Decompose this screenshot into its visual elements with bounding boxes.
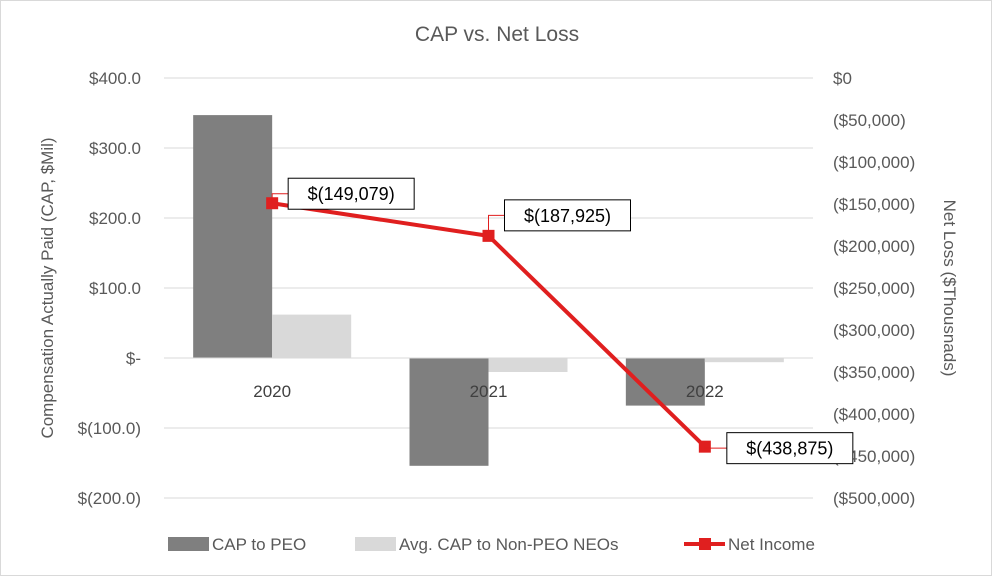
- right-axis-title: Net Loss ($Thousnads): [940, 200, 959, 377]
- right-tick-label: ($200,000): [833, 237, 915, 256]
- right-tick-label: ($250,000): [833, 279, 915, 298]
- left-tick-label: $300.0: [89, 139, 141, 158]
- right-tick-label: $0: [833, 69, 852, 88]
- category-label: 2020: [253, 382, 291, 401]
- bar-cap-to-peo-2020: [193, 115, 273, 358]
- category-labels: 2020 2021 2022: [253, 382, 723, 401]
- legend: CAP to PEO Avg. CAP to Non-PEO NEOs Net In…: [168, 535, 815, 554]
- left-tick-label: $(200.0): [78, 489, 141, 508]
- data-label: $(149,079): [308, 184, 395, 204]
- data-labels-group: $(149,079) $(187,925) $(438,875): [271, 177, 854, 465]
- right-tick-label: ($100,000): [833, 153, 915, 172]
- data-label-box: [726, 432, 854, 465]
- legend-swatch: [168, 537, 209, 551]
- right-tick-label: ($500,000): [833, 489, 915, 508]
- right-tick-label: ($150,000): [833, 195, 915, 214]
- right-axis-ticks: $0 ($50,000) ($100,000) ($150,000) ($200,000…: [833, 69, 915, 508]
- legend-label: Net Income: [728, 535, 815, 554]
- right-tick-label: ($50,000): [833, 111, 906, 130]
- bar-avg-cap-to-non-peo-neos-2022: [704, 358, 784, 363]
- category-label: 2021: [470, 382, 508, 401]
- legend-swatch: [355, 537, 396, 551]
- right-tick-label: ($350,000): [833, 363, 915, 382]
- bar-cap-to-peo-2021: [409, 358, 489, 466]
- data-label: $(438,875): [746, 439, 833, 459]
- legend-label: CAP to PEO: [212, 535, 306, 554]
- bar-avg-cap-to-non-peo-neos-2021: [488, 358, 568, 372]
- left-axis-ticks: $400.0 $300.0 $200.0 $100.0 $- $(100.0) $(200.…: [78, 69, 141, 508]
- left-tick-label: $200.0: [89, 209, 141, 228]
- left-axis-title: Compensation Actually Paid (CAP, $Mil): [38, 137, 57, 438]
- data-label-leader: [271, 193, 289, 204]
- category-label: 2022: [686, 382, 724, 401]
- data-label: $(187,925): [524, 206, 611, 226]
- data-label-box: [504, 199, 631, 232]
- legend-label: Avg. CAP to Non-PEO NEOs: [399, 535, 619, 554]
- right-tick-label: ($450,000): [833, 447, 915, 466]
- chart-title: CAP vs. Net Loss: [415, 23, 579, 46]
- bar-avg-cap-to-non-peo-neos-2020: [272, 314, 352, 358]
- right-tick-label: ($300,000): [833, 321, 915, 340]
- left-tick-label: $-: [126, 349, 141, 368]
- bars-group: [193, 115, 784, 466]
- right-tick-label: ($400,000): [833, 405, 915, 424]
- data-label-box: [287, 177, 415, 210]
- left-tick-label: $400.0: [89, 69, 141, 88]
- legend-marker: [699, 538, 711, 550]
- data-label-leader: [488, 214, 505, 236]
- left-tick-label: $100.0: [89, 279, 141, 298]
- data-label-leader: [704, 446, 727, 449]
- left-tick-label: $(100.0): [78, 419, 141, 438]
